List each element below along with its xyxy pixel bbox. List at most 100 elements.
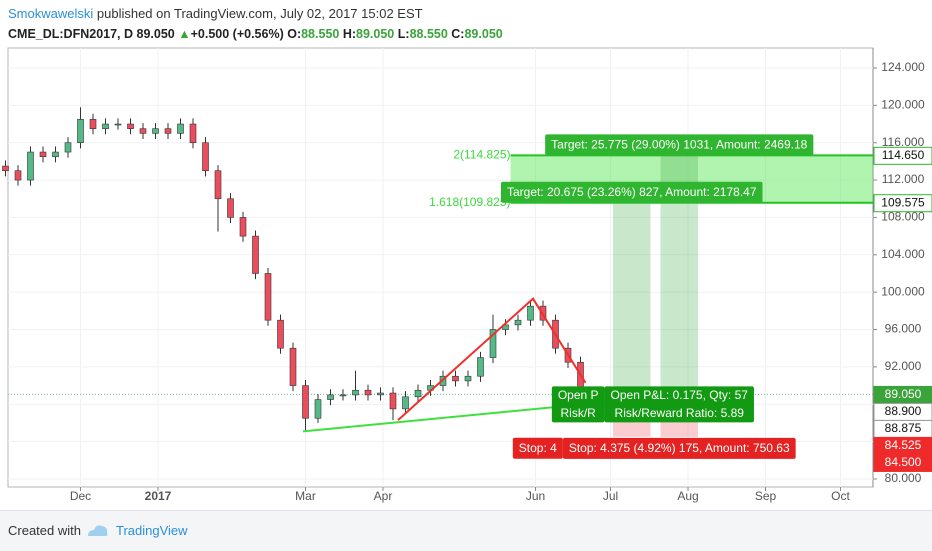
candle-body <box>464 375 472 382</box>
brand[interactable]: TradingView <box>116 523 188 538</box>
label-box <box>604 386 754 423</box>
candle-body <box>127 123 134 130</box>
label-box <box>545 134 814 156</box>
chart: 80.00084.00088.00092.00096.000100.000104… <box>2 47 932 503</box>
last: 89.050 <box>136 27 175 41</box>
price-badge <box>873 146 932 165</box>
position-labels: Target: 20.675 (23.26%) 827, Amount: 217… <box>500 181 763 459</box>
logo <box>88 525 108 536</box>
price-badge-label: 109.575 <box>881 195 925 209</box>
candle-body <box>27 151 34 181</box>
candle-body <box>52 151 59 158</box>
fib-label: 1.618(109.825) <box>429 195 510 209</box>
candle-body <box>527 305 534 321</box>
price-badge-label: 88.875 <box>885 421 922 435</box>
price-badge <box>873 194 932 213</box>
candle-body <box>452 375 459 382</box>
ohlc-value: 88.550 <box>301 27 340 41</box>
label-box <box>512 437 563 459</box>
candle-body <box>339 394 347 397</box>
x-tick-label: Jul <box>603 489 618 503</box>
y-tick-label: 100.000 <box>881 284 925 298</box>
label-box <box>562 437 796 459</box>
candle-body <box>114 123 122 126</box>
y-tick-label: 80.000 <box>885 471 922 485</box>
candle-body <box>402 396 409 410</box>
published: published on TradingView.com, July 02, 2… <box>96 6 423 21</box>
candle-body <box>189 123 197 144</box>
candle-body <box>352 389 359 396</box>
y-tick-label: 92.000 <box>885 359 922 373</box>
label-box <box>500 181 763 203</box>
position-labels: Target: 25.775 (29.00%) 1031, Amount: 24… <box>545 134 814 459</box>
candle-body <box>239 217 247 237</box>
y-tick-label: 116.000 <box>882 135 925 149</box>
profit-zone <box>613 202 651 395</box>
price-badge-label: 114.650 <box>882 148 925 162</box>
candle-body <box>314 399 322 419</box>
arrow: ▲ <box>178 27 191 41</box>
change: +0.500 (+0.56%) <box>190 27 284 41</box>
candle-body <box>364 389 372 396</box>
candle-body <box>164 128 172 134</box>
x-tick-label: 2017 <box>145 489 172 503</box>
y-tick-label: 124.000 <box>881 60 925 74</box>
position-label: Stop: 4 <box>519 441 557 455</box>
candle-body <box>64 142 72 153</box>
x-tick-label: Aug <box>677 489 698 503</box>
candle-body <box>377 392 384 396</box>
candle-body <box>2 165 9 172</box>
position-label: Target: 20.675 (23.26%) 827, Amount: 217… <box>507 185 757 199</box>
candle-body <box>489 329 497 358</box>
author[interactable]: Smokwawelski <box>8 6 94 21</box>
x-tick-label: Dec <box>70 489 91 503</box>
candle-body <box>327 394 334 400</box>
position-label: Risk/R <box>561 406 597 420</box>
ohlc-label: H: <box>342 27 357 41</box>
candle-body <box>252 235 259 274</box>
candle-body <box>277 319 284 349</box>
y-tick-label: 104.000 <box>881 247 925 261</box>
y-tick-label: 112.000 <box>882 172 925 186</box>
ohlc-value: 88.550 <box>409 27 448 41</box>
ohlc-value: 89.050 <box>464 27 503 41</box>
y-tick-label: 96.000 <box>885 322 922 336</box>
candle-body <box>477 357 484 377</box>
x-tick-label: Apr <box>374 489 393 503</box>
candle-body <box>39 151 47 158</box>
ohlc-value: 89.050 <box>356 27 395 41</box>
symbol: CME_DL:DFN2017, D <box>8 27 134 41</box>
symbol-line: CME_DL:DFN2017, D 89.050 ▲+0.500 (+0.56%… <box>8 24 503 44</box>
fib-label: 2(114.825) <box>453 147 510 161</box>
created-with: Created with <box>8 523 81 538</box>
zigzag-line <box>397 297 587 421</box>
candle-body <box>302 385 309 419</box>
candle-body <box>77 119 84 144</box>
ohlc-label: L: <box>397 27 410 41</box>
candle-body <box>227 198 234 218</box>
candle-body <box>289 347 297 386</box>
position-label: Open P <box>558 388 599 402</box>
candle-body <box>414 389 422 398</box>
price-badge-label: 84.500 <box>885 455 922 469</box>
ohlc-label: C: <box>451 27 465 41</box>
candle-body <box>514 319 522 326</box>
header-line: Smokwawelski published on TradingView.co… <box>8 4 503 24</box>
candle-body <box>102 123 109 130</box>
x-tick-label: Jun <box>526 489 545 503</box>
candle-body <box>264 273 272 321</box>
ohlc-label: O: <box>287 27 302 41</box>
candle-body <box>14 170 22 181</box>
position-label: Target: 25.775 (29.00%) 1031, Amount: 24… <box>551 137 808 151</box>
candle-body <box>202 142 209 172</box>
candle-body <box>389 392 397 410</box>
x-tick-label: Sep <box>755 489 777 503</box>
position-label: Stop: 4.375 (4.92%) 175, Amount: 750.63 <box>569 441 790 455</box>
x-tick-label: Oct <box>831 489 850 503</box>
header: Smokwawelski published on TradingView.co… <box>8 4 503 44</box>
price-badge-label: 89.050 <box>885 387 922 401</box>
price-badge-label: 84.525 <box>885 438 922 452</box>
position-label: Open P&L: 0.175, Qty: 57 <box>611 388 749 402</box>
x-tick-label: Mar <box>295 489 316 503</box>
